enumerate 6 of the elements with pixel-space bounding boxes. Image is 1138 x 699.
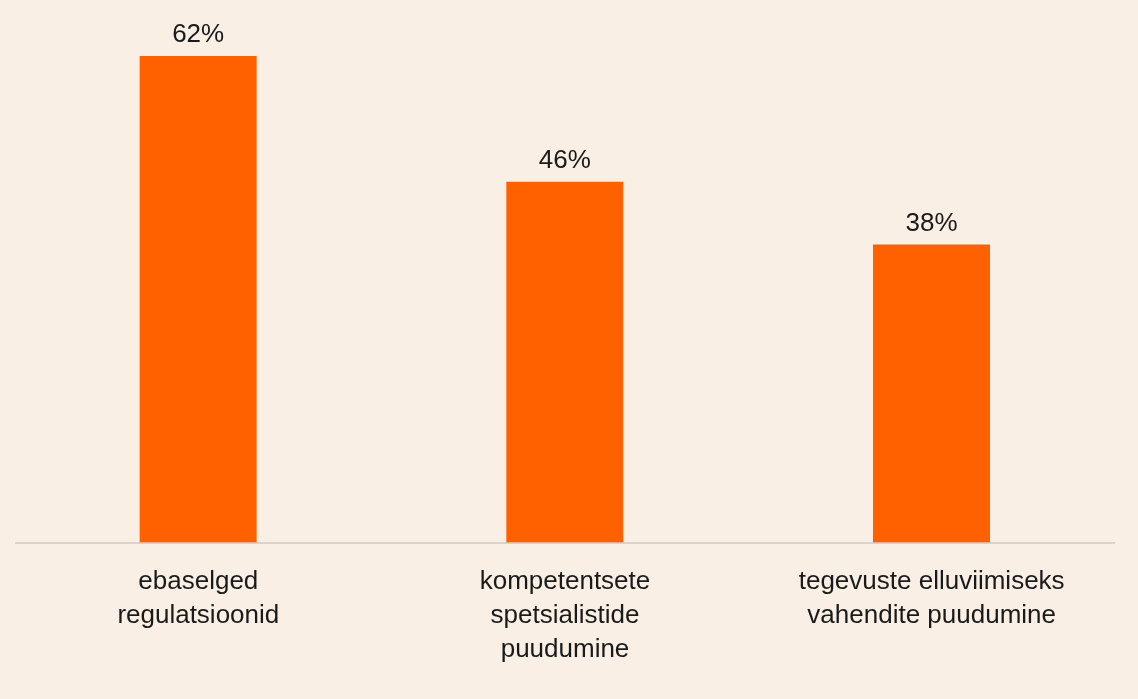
- data-label: 46%: [538, 143, 591, 174]
- data-label: 62%: [172, 18, 225, 48]
- x-tick-label: tegevuste elluviimiseks vahendite puudumine: [798, 565, 1065, 629]
- x-tick-label: ebaselged regulatsioonid: [117, 565, 280, 629]
- x-tick-label: kompetentsete spetsialistide puudumine: [479, 565, 651, 663]
- data-label: 38%: [905, 206, 958, 237]
